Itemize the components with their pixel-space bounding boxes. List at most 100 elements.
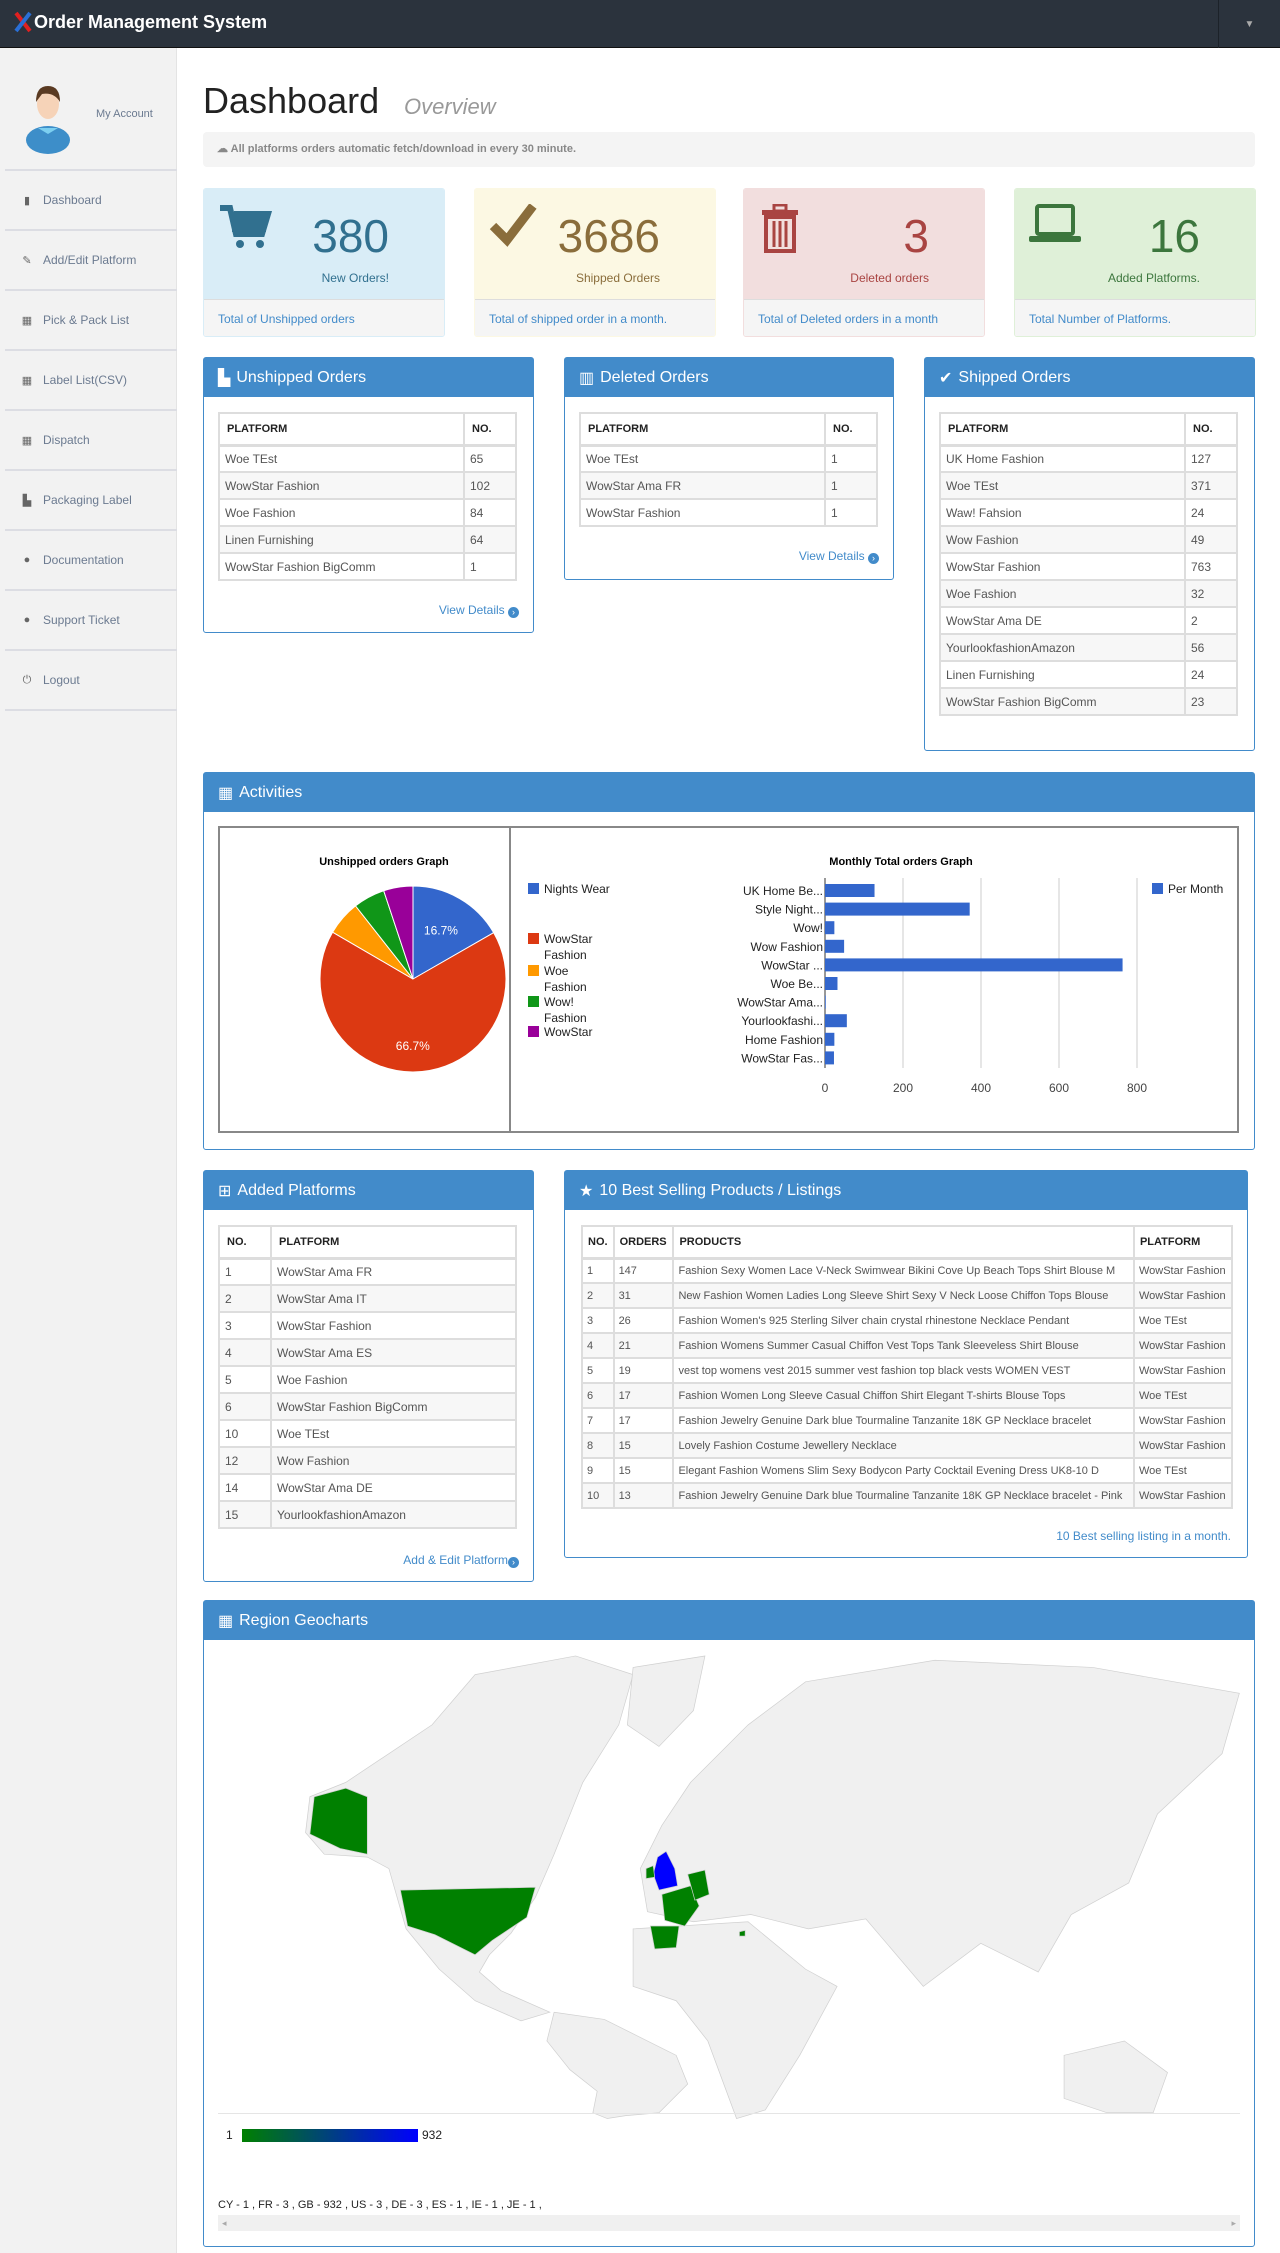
table-cell: 147 [612, 1257, 675, 1284]
region-north-america[interactable] [305, 1655, 634, 2022]
power-icon: ⏻ [22, 673, 32, 686]
region-africa[interactable] [632, 1921, 838, 2119]
y-tick-label: Wow Fashion [751, 940, 823, 954]
region-cyprus[interactable] [739, 1929, 746, 1937]
sidebar-item-packaging-label[interactable]: ▙ Packaging Label [5, 471, 177, 531]
legend-label-text: WowStar [544, 1025, 592, 1039]
sidebar-item-documentation[interactable]: ● Documentation [5, 531, 177, 591]
bar[interactable] [825, 939, 845, 953]
region-greenland[interactable] [626, 1655, 706, 1747]
stat-footer-link[interactable]: Total of Unshipped orders [204, 299, 444, 336]
region-united-states[interactable] [399, 1886, 536, 1956]
bar[interactable] [825, 1032, 835, 1046]
link-text: View Details [438, 603, 505, 617]
stat-value: 3686 [557, 210, 660, 262]
legend-label: WowStar Fashion [544, 932, 592, 962]
pie-slice[interactable] [319, 931, 507, 1073]
bar[interactable] [825, 958, 1123, 972]
deleted-orders-panel: ▥ Deleted Orders PLATFORM NO. Woe TEst 1 WowS… [564, 357, 894, 580]
sidebar-item-logout[interactable]: ⏻ Logout [5, 651, 177, 711]
region-eurasia[interactable] [639, 1659, 1240, 1987]
bar[interactable] [825, 902, 970, 916]
stat-footer-link[interactable]: Total of Deleted orders in a month [744, 299, 984, 336]
panel-title: Added Platforms [237, 1181, 356, 1199]
sidebar-item-dashboard[interactable]: ▮ Dashboard [5, 171, 177, 231]
table-row: 8 15 Lovely Fashion Costume Jewellery Neck… [581, 1432, 1234, 1459]
trash-icon: ▥ [579, 369, 595, 387]
color-legend-gradient [242, 2129, 418, 2142]
x-tick-label: 800 [1127, 1081, 1147, 1095]
notice-bar: ☁ All platforms orders automatic fetch/d… [203, 132, 1255, 167]
my-account-link[interactable]: My Account [96, 108, 153, 120]
view-details-link[interactable]: View Details › [439, 603, 519, 618]
top-navbar: Order Management System ▼ [0, 0, 1280, 48]
sidebar-item-support-ticket[interactable]: ● Support Ticket [5, 591, 177, 651]
column-header: NO. [1184, 412, 1238, 447]
pie-slice[interactable] [383, 885, 414, 980]
add-edit-platform-link[interactable]: Add & Edit Platform › [403, 1553, 519, 1568]
column-header: NO. [581, 1225, 615, 1260]
table-row: Wow Fashion 49 [939, 525, 1238, 554]
sidebar-item-dispatch[interactable]: ▦ Dispatch [5, 411, 177, 471]
table-cell: 1 [824, 471, 878, 500]
table-cell: WowStar Ama IT [270, 1284, 517, 1313]
region-alaska[interactable] [309, 1787, 368, 1855]
bar[interactable] [825, 1051, 834, 1065]
table-row: 6 WowStar Fashion BigComm [218, 1392, 517, 1421]
table-header-row: PLATFORM NO. [218, 412, 517, 447]
region-france[interactable] [661, 1885, 700, 1927]
y-tick-label: WowStar Ama... [737, 996, 823, 1010]
table-cell: 10 [218, 1419, 272, 1448]
bar[interactable] [825, 995, 826, 1009]
sidebar-item-label-list-csv[interactable]: ▦ Label List(CSV) [5, 351, 177, 411]
caret-down-icon: ▼ [1244, 18, 1255, 30]
stat-footer-link[interactable]: Total of shipped order in a month. [475, 299, 715, 336]
legend-min: 1 [226, 2128, 233, 2142]
scroll-right-icon: ▸ [1231, 2217, 1236, 2228]
region-australia[interactable] [1063, 2040, 1168, 2114]
legend-swatch [528, 933, 539, 944]
best-selling-link[interactable]: 10 Best selling listing in a month. [1056, 1529, 1231, 1543]
avatar[interactable] [20, 78, 76, 154]
region-ireland[interactable] [645, 1865, 656, 1880]
brand[interactable]: Order Management System [14, 11, 267, 33]
table-cell: 1 [824, 444, 878, 473]
table-cell: 17 [612, 1407, 675, 1434]
scroll-left-icon: ◂ [222, 2217, 227, 2228]
bar[interactable] [825, 884, 875, 897]
sidebar-item-label: Label List(CSV) [43, 373, 128, 387]
table-cell: 19 [612, 1357, 675, 1384]
region-spain[interactable] [649, 1925, 680, 1950]
table-cell: 2 [1184, 606, 1238, 635]
region-south-america[interactable] [546, 2011, 689, 2119]
pie-slice[interactable] [412, 885, 495, 980]
table-row: Waw! Fahsion 24 [939, 498, 1238, 527]
table-row: 3 WowStar Fashion [218, 1311, 517, 1340]
bar-chart-icon: ▦ [218, 784, 234, 802]
stat-footer-link[interactable]: Total Number of Platforms. [1015, 299, 1255, 336]
stat-card-shipped-orders: 3686 Shipped Orders Total of shipped order… [474, 188, 716, 337]
table-row: Woe TEst 371 [939, 471, 1238, 500]
table-cell: WowStar Ama DE [270, 1473, 517, 1502]
table-row: WowStar Fashion 102 [218, 471, 517, 500]
table-cell: Wow Fashion [939, 525, 1186, 554]
cart-icon: ▙ [218, 369, 231, 387]
horizontal-scrollbar[interactable]: ◂ ▸ [218, 2215, 1240, 2231]
table-cell: vest top womens vest 2015 summer vest fa… [672, 1357, 1135, 1384]
sidebar-item-label: Pick & Pack List [43, 313, 130, 327]
x-tick-label: 0 [822, 1081, 829, 1095]
column-header: ORDERS [612, 1225, 675, 1260]
column-header: PLATFORM [218, 412, 465, 447]
view-details-link[interactable]: View Details › [799, 549, 879, 564]
user-dropdown-toggle[interactable]: ▼ [1218, 0, 1280, 48]
bar[interactable] [825, 977, 838, 990]
region-germany[interactable] [687, 1869, 710, 1901]
sidebar-item-add-edit-platform[interactable]: ✎ Add/Edit Platform [5, 231, 177, 291]
unshipped-orders-panel: ▙ Unshipped Orders PLATFORM NO. Woe TEst 65 W… [203, 357, 534, 633]
bar[interactable] [825, 1014, 847, 1028]
divider [218, 2113, 1240, 2114]
sidebar-item-pick-pack-list[interactable]: ▦ Pick & Pack List [5, 291, 177, 351]
trash-icon [758, 203, 814, 257]
y-tick-label: WowStar ... [761, 958, 823, 972]
bar[interactable] [825, 921, 835, 935]
